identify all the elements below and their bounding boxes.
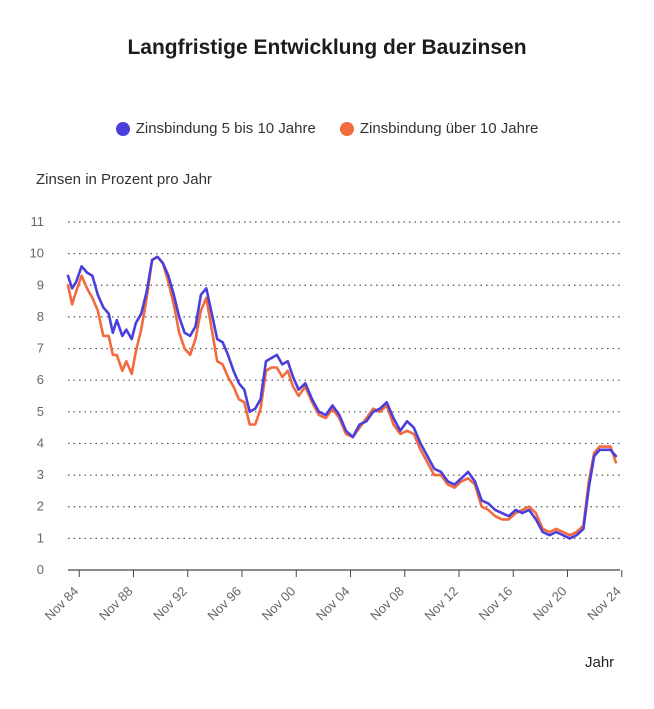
legend-label-series-2: Zinsbindung über 10 Jahre bbox=[359, 120, 539, 137]
legend: Zinsbindung 5 bis 10 Jahre Zinsbindung ü… bbox=[0, 120, 654, 137]
y-tick-label-9: 9 bbox=[37, 277, 44, 292]
x-axis-label: Jahr bbox=[585, 654, 615, 671]
x-tick-label-2: Nov 92 bbox=[150, 584, 190, 624]
x-tick-label-7: Nov 12 bbox=[421, 584, 461, 624]
legend-marker-series-1 bbox=[115, 121, 130, 136]
legend-marker-series-2 bbox=[339, 121, 354, 136]
y-tick-label-2: 2 bbox=[37, 499, 44, 514]
chart-title: Langfristige Entwicklung der Bauzinsen bbox=[127, 36, 527, 59]
x-tick-label-10: Nov 24 bbox=[584, 584, 624, 624]
x-tick-label-8: Nov 16 bbox=[476, 584, 516, 624]
x-tick-label-9: Nov 20 bbox=[530, 584, 570, 624]
y-tick-label-10: 10 bbox=[30, 246, 44, 261]
series-line-1 bbox=[66, 255, 618, 540]
y-tick-label-7: 7 bbox=[37, 341, 44, 356]
y-axis-label: Zinsen in Prozent pro Jahr bbox=[36, 171, 212, 188]
y-tick-label-0: 0 bbox=[37, 562, 44, 577]
y-tick-label-3: 3 bbox=[37, 467, 44, 482]
series-line-2 bbox=[66, 255, 618, 537]
x-tick-label-1: Nov 88 bbox=[96, 584, 136, 624]
x-tick-label-0: Nov 84 bbox=[42, 584, 82, 624]
y-tick-label-1: 1 bbox=[37, 530, 44, 545]
y-tick-label-11: 11 bbox=[31, 214, 45, 229]
y-tick-label-8: 8 bbox=[37, 309, 44, 324]
x-tick-label-4: Nov 00 bbox=[259, 584, 299, 624]
x-tick-label-3: Nov 96 bbox=[204, 584, 244, 624]
x-tick-label-6: Nov 08 bbox=[367, 584, 407, 624]
legend-label-series-1: Zinsbindung 5 bis 10 Jahre bbox=[135, 120, 316, 137]
y-tick-label-6: 6 bbox=[37, 372, 44, 387]
legend-item-series-1[interactable]: Zinsbindung 5 bis 10 Jahre bbox=[115, 120, 316, 137]
x-tick-label-5: Nov 04 bbox=[313, 584, 353, 624]
legend-item-series-2[interactable]: Zinsbindung über 10 Jahre bbox=[339, 120, 539, 137]
y-tick-label-5: 5 bbox=[37, 404, 44, 419]
y-tick-label-4: 4 bbox=[37, 435, 44, 450]
